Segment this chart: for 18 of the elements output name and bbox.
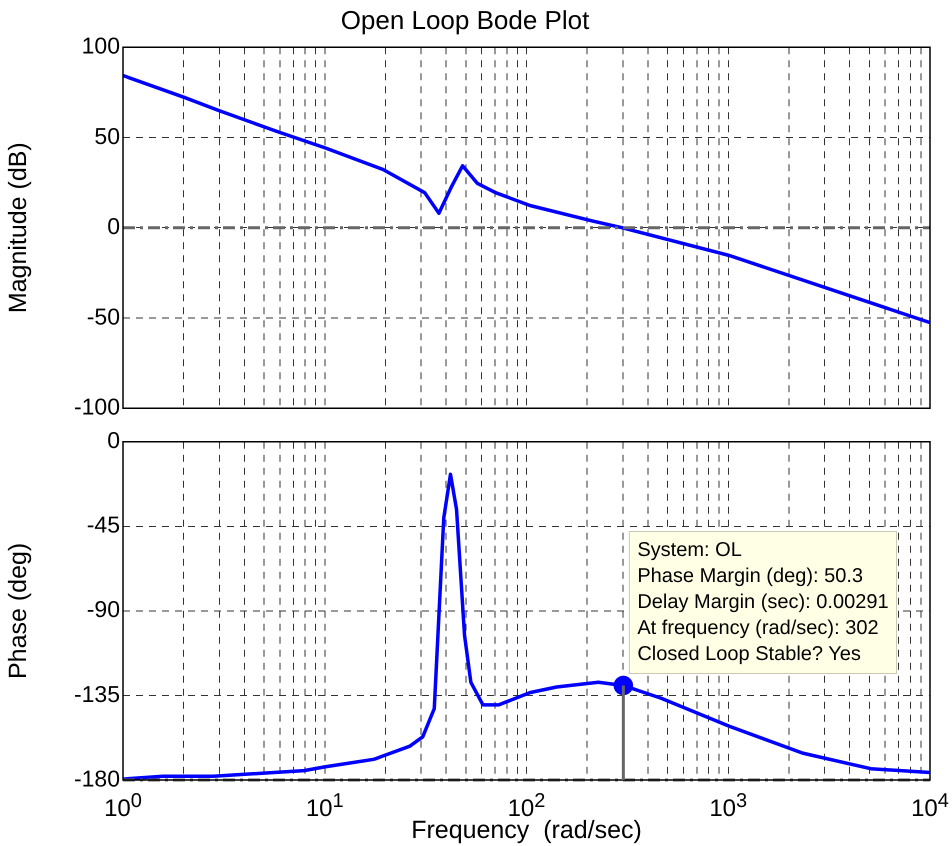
x-tick-label: 10$^{1}$ — [306, 789, 344, 824]
y-tick-label: -180 — [74, 765, 120, 792]
x-tick-label: 10$^{0}$ — [104, 790, 142, 822]
y-tick-label: 100 — [82, 32, 120, 59]
y-tick-label: 50 — [94, 122, 120, 149]
y-tick-label: -45 — [86, 512, 120, 538]
y-tick-label: -50 — [86, 303, 120, 330]
chart-title: Open Loop Bode Plot — [340, 4, 590, 35]
y-tick-label: 0 — [107, 213, 120, 240]
y-tick-label: -100 — [74, 394, 120, 420]
annotation: System: OL Phase Margin (deg): 50.3 Delay Margin (sec): 0.00291 At frequency (rad/sec): 302 Closed Loop Stable? Yes — [637, 539, 889, 666]
y-tick-label: -90 — [86, 596, 120, 622]
y-axis-title: Magnitude (dB) — [4, 142, 32, 314]
y-tick-label: 0 — [107, 427, 120, 454]
x-tick-label: 10$^{4}$ — [911, 789, 949, 824]
x-tick-label: 10$^{3}$ — [709, 789, 748, 824]
y-tick-label: -135 — [74, 680, 120, 707]
y-axis-title: Phase (deg) — [4, 542, 32, 679]
